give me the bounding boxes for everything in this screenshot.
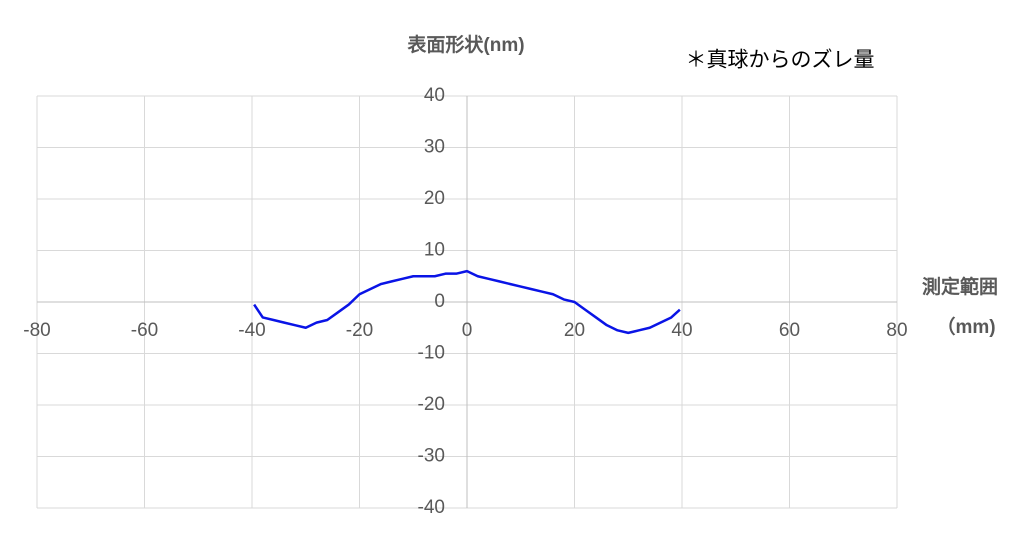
annotation: ＊真球からのズレ量 [686, 49, 875, 72]
x-tick-label: 40 [671, 320, 692, 341]
x-tick-label: 0 [462, 320, 473, 341]
x-tick-label: -40 [238, 320, 265, 341]
y-tick-label: 0 [434, 291, 445, 312]
y-tick-label: -30 [418, 446, 445, 467]
y-tick-label: -10 [418, 343, 445, 364]
x-tick-label: 60 [779, 320, 800, 341]
y-tick-label: 40 [424, 85, 445, 106]
y-tick-label: -20 [418, 394, 445, 415]
chart-title: 表面形状(nm) [407, 33, 524, 56]
x-tick-label: -80 [23, 320, 50, 341]
x-tick-label: -20 [346, 320, 373, 341]
x-axis-label: 測定範囲 [922, 275, 998, 298]
x-tick-label: 80 [886, 320, 907, 341]
y-tick-label: 10 [424, 240, 445, 261]
y-tick-label: 30 [424, 137, 445, 158]
data-line [253, 269, 681, 335]
x-tick-label: 20 [564, 320, 585, 341]
x-tick-label: -60 [131, 320, 158, 341]
y-tick-label: 20 [424, 188, 445, 209]
x-axis-label: （mm) [936, 315, 995, 338]
y-tick-label: -40 [418, 497, 445, 518]
